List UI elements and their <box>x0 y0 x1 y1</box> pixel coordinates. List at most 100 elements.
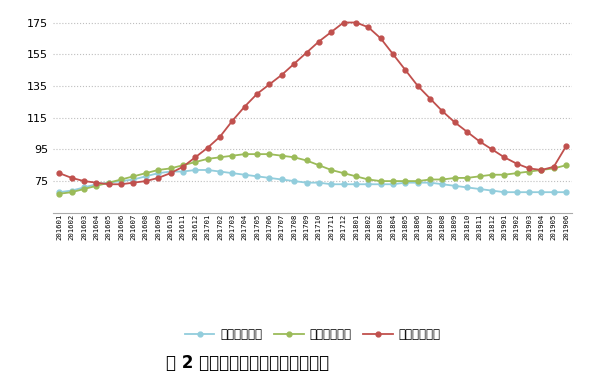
先行合成指数 <box>55 190 63 195</box>
一致合成指数 <box>117 177 124 182</box>
一致合成指数 <box>241 152 248 157</box>
一致合成指数 <box>105 180 112 185</box>
先行合成指数 <box>389 182 396 187</box>
Line: 一致合成指数: 一致合成指数 <box>57 152 569 196</box>
滤后合成指数 <box>513 162 520 166</box>
一致合成指数 <box>451 176 458 180</box>
一致合成指数 <box>550 166 558 171</box>
滤后合成指数 <box>278 73 286 77</box>
先行合成指数 <box>414 180 421 185</box>
一致合成指数 <box>377 179 384 184</box>
一致合成指数 <box>155 168 162 172</box>
先行合成指数 <box>130 177 137 182</box>
滤后合成指数 <box>550 165 558 169</box>
滤后合成指数 <box>501 155 508 160</box>
一致合成指数 <box>464 176 471 180</box>
一致合成指数 <box>68 190 75 195</box>
一致合成指数 <box>303 158 310 163</box>
先行合成指数 <box>352 182 359 187</box>
一致合成指数 <box>55 192 63 196</box>
滤后合成指数 <box>266 82 273 87</box>
滤后合成指数 <box>105 182 112 187</box>
滤后合成指数 <box>365 25 372 30</box>
一致合成指数 <box>476 174 483 179</box>
一致合成指数 <box>538 168 545 172</box>
先行合成指数 <box>167 169 174 174</box>
先行合成指数 <box>476 187 483 191</box>
一致合成指数 <box>439 177 446 182</box>
先行合成指数 <box>192 168 199 172</box>
一致合成指数 <box>327 168 335 172</box>
滤后合成指数 <box>68 176 75 180</box>
Line: 滤后合成指数: 滤后合成指数 <box>57 20 569 187</box>
一致合成指数 <box>80 187 87 191</box>
一致合成指数 <box>130 174 137 179</box>
滤后合成指数 <box>414 84 421 88</box>
先行合成指数 <box>538 190 545 195</box>
滤后合成指数 <box>55 171 63 176</box>
滤后合成指数 <box>192 155 199 160</box>
滤后合成指数 <box>241 104 248 109</box>
先行合成指数 <box>155 171 162 176</box>
滤后合成指数 <box>340 20 347 25</box>
先行合成指数 <box>365 182 372 187</box>
滤后合成指数 <box>563 144 570 149</box>
先行合成指数 <box>526 190 533 195</box>
先行合成指数 <box>105 180 112 185</box>
滤后合成指数 <box>142 179 149 184</box>
先行合成指数 <box>464 185 471 190</box>
一致合成指数 <box>93 184 100 188</box>
一致合成指数 <box>389 179 396 184</box>
滤后合成指数 <box>130 180 137 185</box>
先行合成指数 <box>291 179 298 184</box>
先行合成指数 <box>266 176 273 180</box>
一致合成指数 <box>217 155 224 160</box>
Line: 先行合成指数: 先行合成指数 <box>57 168 569 195</box>
先行合成指数 <box>327 182 335 187</box>
滤后合成指数 <box>179 165 186 169</box>
先行合成指数 <box>241 173 248 177</box>
一致合成指数 <box>315 163 322 168</box>
先行合成指数 <box>451 184 458 188</box>
先行合成指数 <box>550 190 558 195</box>
滤后合成指数 <box>526 166 533 171</box>
滤后合成指数 <box>254 92 261 96</box>
一致合成指数 <box>204 157 211 161</box>
一致合成指数 <box>142 171 149 176</box>
滤后合成指数 <box>389 52 396 57</box>
滤后合成指数 <box>291 62 298 66</box>
先行合成指数 <box>427 180 434 185</box>
先行合成指数 <box>278 177 286 182</box>
滤后合成指数 <box>315 39 322 44</box>
一致合成指数 <box>365 177 372 182</box>
一致合成指数 <box>352 174 359 179</box>
滤后合成指数 <box>204 146 211 150</box>
先行合成指数 <box>513 190 520 195</box>
先行合成指数 <box>179 169 186 174</box>
滤后合成指数 <box>489 147 496 152</box>
先行合成指数 <box>489 188 496 193</box>
一致合成指数 <box>291 155 298 160</box>
滤后合成指数 <box>538 168 545 172</box>
一致合成指数 <box>526 169 533 174</box>
Text: 图 2 中色铝冶炼产业合成指数曲线: 图 2 中色铝冶炼产业合成指数曲线 <box>166 355 329 372</box>
Legend: 先行合成指数, 一致合成指数, 滤后合成指数: 先行合成指数, 一致合成指数, 滤后合成指数 <box>180 323 445 346</box>
先行合成指数 <box>439 182 446 187</box>
一致合成指数 <box>254 152 261 157</box>
先行合成指数 <box>315 180 322 185</box>
滤后合成指数 <box>427 97 434 101</box>
滤后合成指数 <box>229 119 236 123</box>
滤后合成指数 <box>451 120 458 125</box>
一致合成指数 <box>427 177 434 182</box>
滤后合成指数 <box>217 135 224 139</box>
一致合成指数 <box>563 163 570 168</box>
一致合成指数 <box>167 166 174 171</box>
一致合成指数 <box>278 154 286 158</box>
先行合成指数 <box>501 190 508 195</box>
滤后合成指数 <box>155 176 162 180</box>
先行合成指数 <box>303 180 310 185</box>
滤后合成指数 <box>476 139 483 144</box>
滤后合成指数 <box>93 180 100 185</box>
先行合成指数 <box>340 182 347 187</box>
一致合成指数 <box>414 179 421 184</box>
